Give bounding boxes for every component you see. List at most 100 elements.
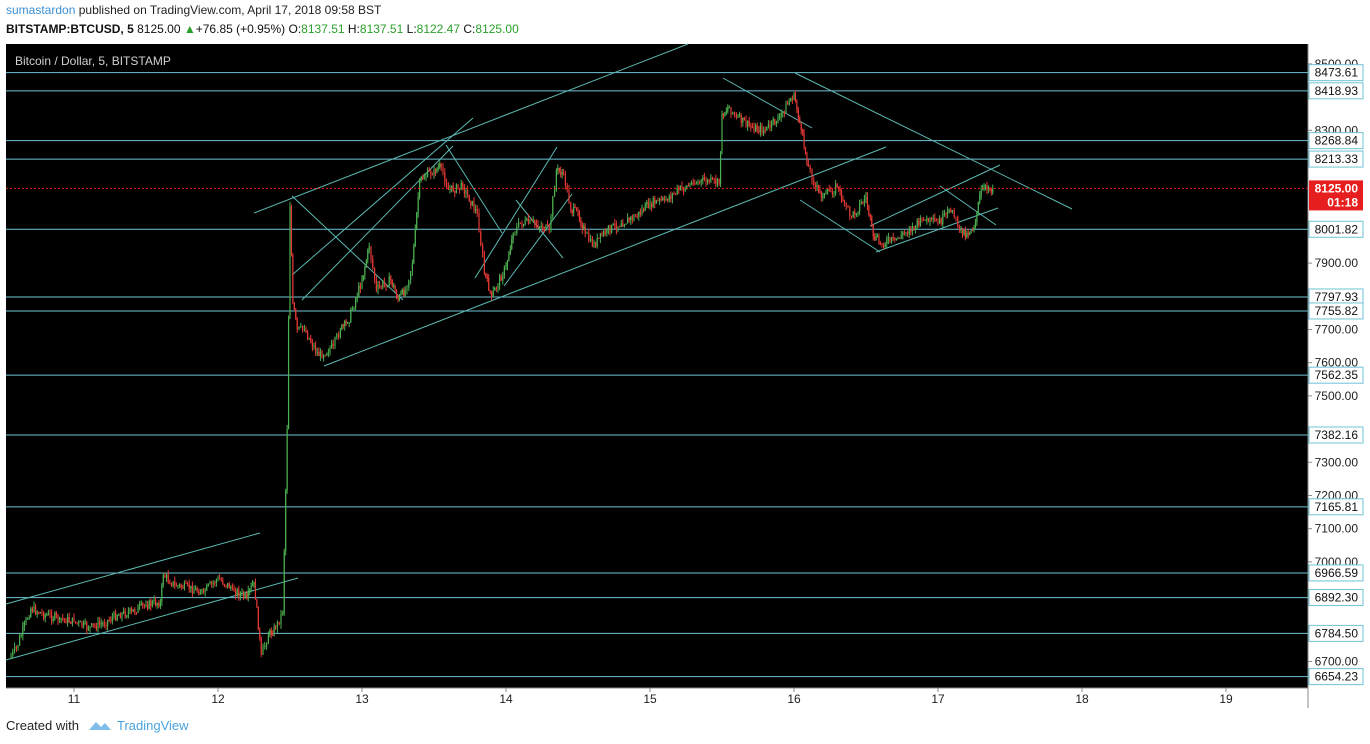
candle-body	[833, 193, 835, 195]
candle-body	[609, 225, 611, 233]
candle-body	[532, 220, 534, 222]
candle-body	[591, 238, 593, 247]
candle-body	[728, 107, 730, 109]
candle-body	[79, 621, 81, 623]
candle-body	[51, 614, 53, 621]
candle-body	[289, 206, 291, 319]
candle-body	[10, 655, 12, 659]
candle-body	[755, 125, 757, 132]
candle-body	[65, 619, 67, 624]
candle-body	[764, 130, 766, 132]
candle-body	[892, 237, 894, 239]
candle-body	[767, 124, 769, 127]
candle-body	[623, 224, 625, 227]
candle-body	[598, 237, 600, 239]
level-tag-bg	[1308, 624, 1364, 642]
candle-body	[28, 617, 30, 619]
candle-body	[486, 276, 488, 278]
candle-body	[285, 490, 287, 552]
x-tick-label: 15	[643, 692, 657, 706]
level-tag-bg	[1308, 220, 1364, 238]
candle-body	[686, 185, 688, 189]
y-tick-label: 7900.00	[1315, 256, 1359, 270]
candle-body	[191, 585, 193, 594]
candle-body	[187, 583, 189, 585]
candle-body	[436, 168, 438, 173]
candle-body	[177, 585, 179, 587]
candle-body	[60, 618, 62, 620]
candle-body	[400, 293, 402, 296]
candle-body	[153, 600, 155, 602]
candle-body	[665, 198, 667, 201]
candle-body	[596, 237, 598, 247]
candle-body	[676, 188, 678, 194]
candle-body	[123, 611, 125, 613]
candle-body	[49, 613, 51, 615]
ohlc-line: BITSTAMP:BTCUSD, 5 8125.00 ▲+76.85 (+0.9…	[6, 22, 519, 36]
x-tick-label: 17	[931, 692, 945, 706]
candle-body	[398, 295, 401, 300]
current-price-tag: 8125.00 01:18	[1309, 180, 1363, 211]
candle-body	[430, 171, 432, 175]
candle-body	[275, 626, 277, 629]
candle-body	[190, 585, 192, 589]
candle-body	[879, 242, 881, 244]
candle-body	[247, 590, 249, 599]
candle-body	[793, 93, 795, 100]
level-tag-bg	[1308, 589, 1364, 607]
candle-body	[71, 617, 73, 624]
candle-body	[649, 203, 651, 209]
candle-body	[964, 229, 966, 237]
candle-body	[540, 225, 542, 227]
candle-body	[743, 117, 745, 121]
candle-body	[636, 216, 638, 218]
candle-body	[425, 176, 427, 179]
candle-body	[960, 227, 962, 230]
candle-body	[121, 612, 123, 619]
candle-body	[264, 645, 266, 647]
candle-body	[262, 646, 264, 655]
author-link[interactable]: sumastardon	[6, 3, 76, 17]
candle-body	[806, 152, 808, 165]
trendline-channel-b-bottom	[323, 146, 887, 367]
trendline-up-1	[291, 117, 474, 276]
candle-body	[771, 121, 773, 128]
candle-body	[150, 600, 152, 606]
candle-body	[414, 228, 416, 247]
candle-body	[950, 209, 952, 213]
candle-body	[118, 614, 120, 616]
candle-body	[895, 238, 897, 240]
candle-body	[17, 645, 19, 649]
candle-body	[417, 196, 419, 213]
candle-body	[708, 180, 710, 182]
y-tick-label: 7500.00	[1315, 389, 1359, 403]
candle-body	[548, 225, 550, 230]
candle-body	[819, 188, 821, 192]
low-value: 8122.47	[416, 22, 461, 36]
candle-body	[83, 622, 85, 627]
level-tag-bg	[1308, 366, 1364, 384]
candle-body	[970, 230, 972, 233]
candle-body	[86, 622, 88, 630]
candle-body	[78, 621, 80, 623]
candle-body	[631, 216, 633, 220]
candle-body	[937, 220, 939, 224]
candle-body	[406, 287, 408, 290]
candle-body	[684, 188, 686, 191]
candle-body	[14, 646, 16, 651]
tradingview-link[interactable]: TradingView	[116, 718, 189, 733]
candle-body	[246, 593, 248, 599]
candle-body	[977, 201, 979, 213]
candle-body	[365, 260, 367, 268]
candle-body	[350, 309, 352, 323]
close-label: C:	[463, 22, 476, 36]
candle-body	[705, 180, 707, 183]
trendline-channel-c-bottom	[875, 207, 999, 253]
y-tick-label: 7700.00	[1315, 322, 1359, 336]
candle-body	[126, 615, 128, 617]
candle-body	[473, 200, 475, 210]
candle-body	[446, 182, 448, 188]
candle-body	[737, 116, 739, 118]
candle-body	[703, 177, 705, 181]
